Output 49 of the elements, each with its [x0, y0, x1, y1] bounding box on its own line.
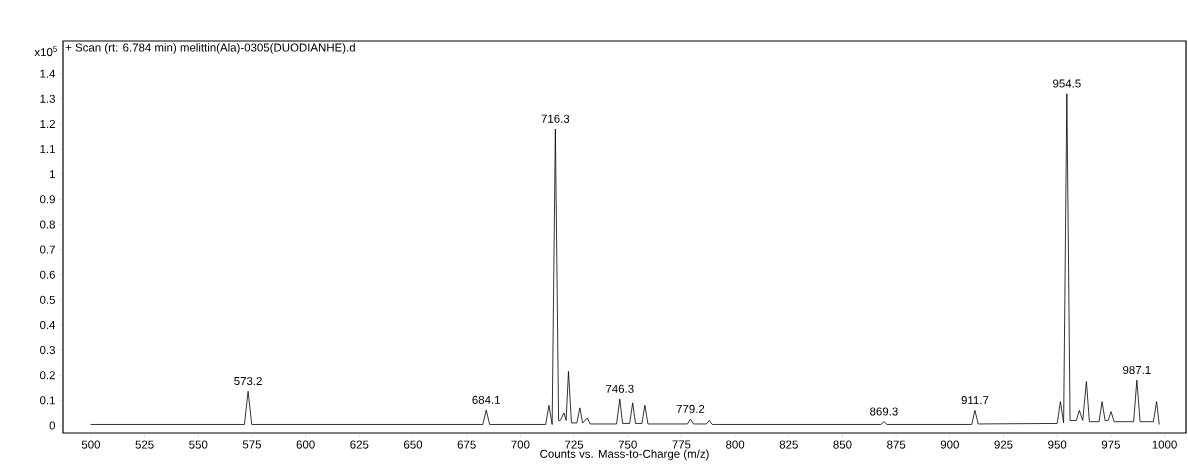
annotation: 716.3: [541, 114, 570, 123]
annotation: 954.5: [1053, 79, 1081, 88]
annotation: 573.2: [234, 376, 262, 386]
y-tick-label: 0.8: [40, 220, 55, 229]
y-tick-label: 0.5: [40, 295, 55, 304]
x-tick-label: 750: [618, 440, 637, 449]
x-tick-label: 500: [81, 440, 101, 449]
y-tick-label: 0.7: [40, 245, 55, 254]
x-tick-label: 650: [404, 440, 423, 449]
y-tick-label: 0.9: [40, 195, 55, 204]
x-tick-label: 600: [296, 440, 315, 449]
y-tick-label: 0.3: [40, 346, 55, 355]
annotation: 684.1: [472, 395, 500, 404]
x-tick-label: 775: [672, 440, 691, 449]
x-tick-label: 725: [565, 440, 584, 449]
x-tick-label: 700: [511, 440, 530, 449]
annotation: 779.2: [676, 404, 705, 413]
y-tick-label: 1.2: [40, 119, 55, 128]
x-tick-label: 575: [242, 440, 262, 449]
x-tick-label: 825: [779, 440, 798, 449]
x-tick-label: 800: [726, 440, 745, 449]
x-tick-label: 950: [1048, 440, 1067, 449]
x-tick-label: 550: [189, 440, 208, 449]
y-tick-label: 1: [49, 170, 55, 179]
y-tick-label: 1.4: [40, 69, 56, 78]
x-tick-label: 900: [940, 440, 959, 449]
annotation: 987.1: [1123, 365, 1151, 375]
x-axis-title: Counts vs. Mass-to-Charge (m/z): [540, 449, 709, 461]
text: x10$^{5}$: [34, 46, 57, 57]
y-tick-label: 1.1: [40, 145, 55, 153]
y-tick-label: 0.4: [40, 320, 56, 329]
line-series: [90, 93, 1160, 425]
y-tick-label: 0: [49, 421, 56, 430]
annotation: 869.3: [870, 407, 898, 416]
y-tick-label: 0.6: [40, 270, 55, 279]
x-tick-label: 975: [1101, 440, 1120, 449]
annotation: 746.3: [606, 384, 634, 393]
x-tick-label: 1000: [1152, 440, 1177, 449]
x-tick-label: 625: [350, 440, 369, 449]
x-tick-label: 675: [457, 440, 476, 449]
x-tick-label: 925: [994, 440, 1013, 449]
x-tick-label: 525: [135, 440, 154, 449]
chart-title: + Scan (rt: 6.784 min) melittin(Ala)-0305(DUODIANHE).d: [65, 43, 355, 54]
x-tick-label: 850: [833, 440, 852, 449]
y-tick-label: 0.1: [40, 396, 55, 405]
annotation: 911.7: [961, 396, 989, 405]
y-tick-label: 0.2: [40, 371, 55, 380]
y-tick-label: 1.3: [40, 94, 55, 103]
x-tick-label: 875: [887, 440, 906, 449]
